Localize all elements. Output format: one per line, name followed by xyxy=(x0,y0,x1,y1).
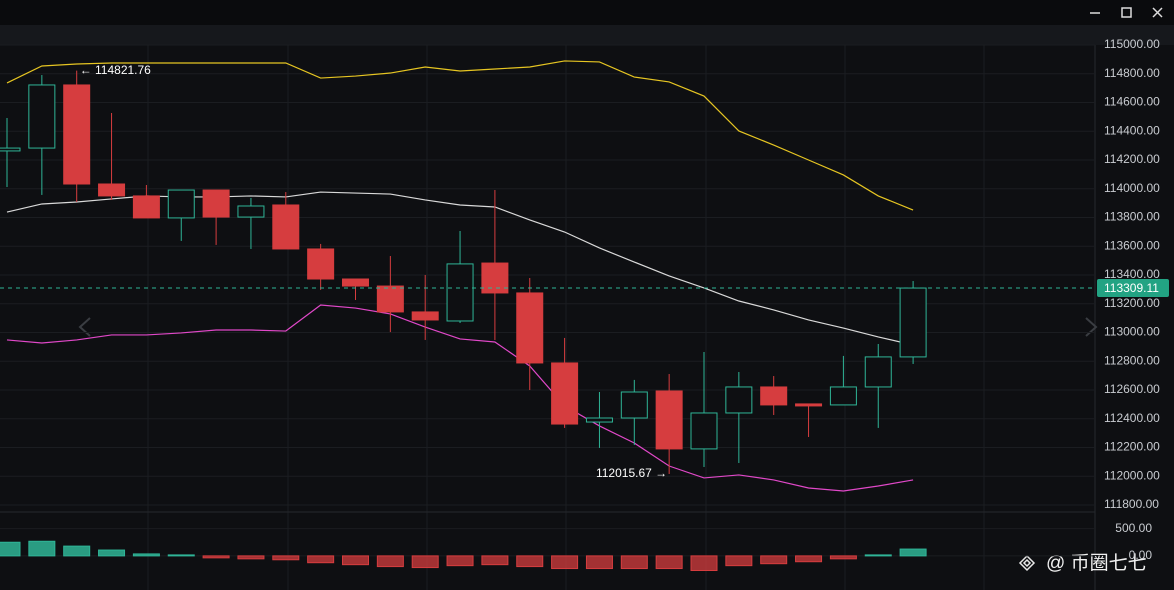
y-tick-label: 114000.00 xyxy=(1104,181,1160,195)
candle-body xyxy=(829,386,857,406)
macd-bar xyxy=(795,555,823,563)
macd-bar xyxy=(481,555,509,566)
macd-bar xyxy=(307,555,335,564)
candle-body xyxy=(237,205,265,218)
macd-bar xyxy=(516,555,544,568)
macd-bar xyxy=(0,541,21,557)
macd-bar xyxy=(620,555,648,570)
y-tick-label: 113400.00 xyxy=(1104,267,1160,281)
watermark: @ 币圈七七 xyxy=(1046,552,1147,574)
candle-body xyxy=(585,417,613,423)
macd-bar xyxy=(829,555,857,560)
candle-body xyxy=(132,195,160,219)
y-tick-label: 114800.00 xyxy=(1104,66,1160,80)
candle-body xyxy=(864,356,892,388)
y-tick-label: 113000.00 xyxy=(1104,325,1160,339)
candle-body xyxy=(98,183,126,197)
y-tick-label: 114200.00 xyxy=(1104,152,1160,166)
candle-body xyxy=(411,311,439,321)
candle-body xyxy=(690,412,718,450)
macd-bar xyxy=(655,555,683,570)
macd-bar xyxy=(725,555,753,567)
macd-bar xyxy=(237,555,265,560)
candle-body xyxy=(376,285,404,313)
y-tick-label: 114400.00 xyxy=(1104,123,1160,137)
indicator-line xyxy=(6,304,914,492)
y-tick-label: 114600.00 xyxy=(1104,95,1160,109)
y-tick-label: 112200.00 xyxy=(1104,440,1160,454)
macd-bar xyxy=(272,555,300,561)
macd-bar xyxy=(202,555,230,559)
candle-body xyxy=(899,287,927,358)
macd-bar xyxy=(28,540,56,557)
watermark-logo xyxy=(1018,554,1036,572)
window-buttons[interactable] xyxy=(1090,7,1163,18)
candle-body xyxy=(63,84,91,185)
macd-bar xyxy=(411,555,439,569)
y-tick-label: 113800.00 xyxy=(1104,210,1160,224)
last-price-label: 113309.11 xyxy=(1104,281,1159,295)
y-tick-label: 112400.00 xyxy=(1104,411,1160,425)
macd-bar xyxy=(899,548,927,557)
toolbar-strip xyxy=(0,25,1174,45)
candle-body xyxy=(202,189,230,218)
macd-tick-label: 0.00 xyxy=(1129,548,1153,562)
macd-bar xyxy=(98,549,126,557)
macd-bar xyxy=(132,553,160,557)
last-price-tag xyxy=(1097,279,1169,298)
low-annotation: 112015.67 → xyxy=(596,466,667,480)
candle-body xyxy=(28,84,56,149)
scroll-left[interactable] xyxy=(78,317,91,337)
macd-bar xyxy=(167,554,195,557)
title-bar xyxy=(0,0,1174,25)
y-tick-label: 112600.00 xyxy=(1104,382,1160,396)
indicator-line xyxy=(6,60,914,211)
macd-bar xyxy=(585,555,613,570)
macd-bar xyxy=(864,554,892,557)
macd-bar xyxy=(690,555,718,572)
macd-bar xyxy=(342,555,369,566)
logo xyxy=(1018,554,1036,572)
candle-body xyxy=(0,147,21,152)
scroll-right[interactable] xyxy=(1085,317,1098,337)
y-tick-label: 112800.00 xyxy=(1104,353,1160,367)
y-tick-label: 111800.00 xyxy=(1104,497,1159,511)
candle-body xyxy=(167,189,195,219)
candle-body xyxy=(655,390,683,450)
y-tick-label: 113200.00 xyxy=(1104,296,1160,310)
candle-body xyxy=(342,278,369,287)
candle-body xyxy=(272,204,300,250)
macd-bar xyxy=(376,555,404,568)
macd-bar xyxy=(446,555,474,567)
macd-bar xyxy=(760,555,788,565)
candle-body xyxy=(516,292,544,364)
vertical-grid xyxy=(147,45,985,590)
candle-body xyxy=(446,263,474,322)
candle-body xyxy=(551,362,579,425)
y-tick-label: 113600.00 xyxy=(1104,238,1160,252)
candle-body xyxy=(795,403,823,407)
maximize[interactable] xyxy=(1121,7,1132,18)
high-annotation: ← 114821.76 xyxy=(80,63,151,77)
y-tick-label: 115000.00 xyxy=(1104,37,1160,51)
candle-body xyxy=(620,391,648,419)
close[interactable] xyxy=(1152,7,1163,18)
candle-body xyxy=(481,262,509,294)
candle-body xyxy=(307,248,335,280)
macd-bar xyxy=(551,555,579,570)
macd-tick-label: 500.00 xyxy=(1115,521,1152,535)
candle-body xyxy=(725,386,753,414)
y-tick-label: 112000.00 xyxy=(1104,468,1160,482)
macd-bar xyxy=(63,545,91,557)
candle-body xyxy=(760,386,788,406)
